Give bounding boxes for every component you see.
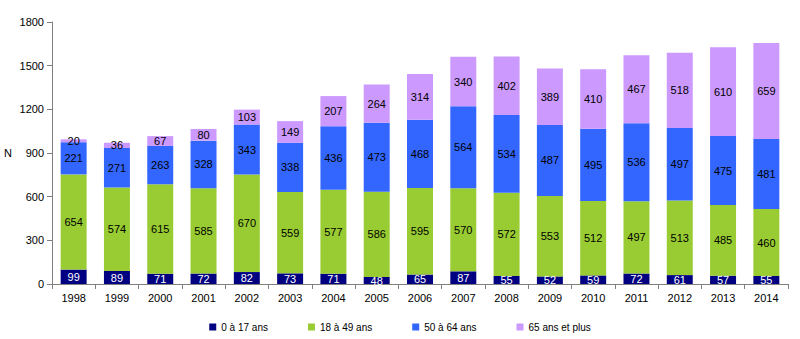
svg-text:72: 72 xyxy=(197,273,209,285)
svg-text:467: 467 xyxy=(627,83,645,95)
svg-text:389: 389 xyxy=(541,91,559,103)
svg-text:207: 207 xyxy=(324,105,342,117)
svg-text:586: 586 xyxy=(368,228,386,240)
svg-text:536: 536 xyxy=(627,156,645,168)
svg-text:65: 65 xyxy=(414,273,426,285)
svg-text:N: N xyxy=(4,147,12,159)
svg-text:2005: 2005 xyxy=(364,292,388,304)
svg-text:534: 534 xyxy=(497,148,515,160)
svg-text:410: 410 xyxy=(584,93,602,105)
svg-text:654: 654 xyxy=(64,216,82,228)
svg-text:149: 149 xyxy=(281,126,299,138)
svg-text:0: 0 xyxy=(38,278,44,290)
svg-text:2000: 2000 xyxy=(148,292,172,304)
svg-text:99: 99 xyxy=(68,271,80,283)
svg-text:314: 314 xyxy=(411,91,429,103)
svg-text:1800: 1800 xyxy=(20,16,44,28)
svg-text:73: 73 xyxy=(284,273,296,285)
svg-text:2008: 2008 xyxy=(494,292,518,304)
svg-text:80: 80 xyxy=(197,129,209,141)
svg-text:55: 55 xyxy=(760,274,772,286)
svg-text:577: 577 xyxy=(324,226,342,238)
svg-text:87: 87 xyxy=(457,272,469,284)
svg-text:595: 595 xyxy=(411,225,429,237)
svg-text:71: 71 xyxy=(327,273,339,285)
svg-text:59: 59 xyxy=(587,274,599,286)
svg-text:615: 615 xyxy=(151,223,169,235)
svg-text:473: 473 xyxy=(368,151,386,163)
svg-text:52: 52 xyxy=(544,274,556,286)
svg-text:497: 497 xyxy=(627,231,645,243)
svg-text:436: 436 xyxy=(324,152,342,164)
svg-text:71: 71 xyxy=(154,273,166,285)
svg-text:570: 570 xyxy=(454,224,472,236)
svg-text:2012: 2012 xyxy=(668,292,692,304)
svg-text:18 à 49 ans: 18 à 49 ans xyxy=(320,322,372,333)
svg-text:338: 338 xyxy=(281,161,299,173)
svg-text:65 ans et plus: 65 ans et plus xyxy=(528,322,590,333)
svg-text:1200: 1200 xyxy=(20,103,44,115)
svg-text:2011: 2011 xyxy=(625,292,649,304)
svg-text:475: 475 xyxy=(714,165,732,177)
svg-text:2013: 2013 xyxy=(711,292,735,304)
svg-text:485: 485 xyxy=(714,234,732,246)
svg-text:61: 61 xyxy=(674,274,686,286)
svg-text:564: 564 xyxy=(454,141,472,153)
svg-text:553: 553 xyxy=(541,230,559,242)
svg-text:2010: 2010 xyxy=(581,292,605,304)
svg-text:55: 55 xyxy=(500,274,512,286)
svg-text:89: 89 xyxy=(111,272,123,284)
svg-text:36: 36 xyxy=(111,139,123,151)
svg-text:57: 57 xyxy=(717,274,729,286)
svg-text:264: 264 xyxy=(368,98,386,110)
svg-text:2004: 2004 xyxy=(321,292,345,304)
svg-text:513: 513 xyxy=(671,232,689,244)
svg-text:2007: 2007 xyxy=(451,292,475,304)
svg-text:271: 271 xyxy=(108,162,126,174)
svg-text:328: 328 xyxy=(194,158,212,170)
svg-text:574: 574 xyxy=(108,223,126,235)
svg-text:460: 460 xyxy=(757,237,775,249)
svg-text:2003: 2003 xyxy=(278,292,302,304)
svg-text:487: 487 xyxy=(541,154,559,166)
svg-text:50 à 64 ans: 50 à 64 ans xyxy=(424,322,476,333)
svg-text:48: 48 xyxy=(371,275,383,287)
svg-text:0 à 17 ans: 0 à 17 ans xyxy=(221,322,268,333)
svg-text:343: 343 xyxy=(238,144,256,156)
svg-text:1998: 1998 xyxy=(61,292,85,304)
svg-text:497: 497 xyxy=(671,158,689,170)
svg-text:300: 300 xyxy=(26,234,44,246)
svg-text:468: 468 xyxy=(411,148,429,160)
svg-text:659: 659 xyxy=(757,85,775,97)
svg-text:340: 340 xyxy=(454,76,472,88)
svg-text:2001: 2001 xyxy=(191,292,215,304)
svg-text:1999: 1999 xyxy=(105,292,129,304)
svg-text:221: 221 xyxy=(64,152,82,164)
svg-text:600: 600 xyxy=(26,191,44,203)
svg-text:900: 900 xyxy=(26,147,44,159)
svg-text:20: 20 xyxy=(68,135,80,147)
svg-text:1500: 1500 xyxy=(20,60,44,72)
svg-text:2009: 2009 xyxy=(538,292,562,304)
svg-text:585: 585 xyxy=(194,225,212,237)
svg-text:670: 670 xyxy=(238,217,256,229)
svg-text:495: 495 xyxy=(584,159,602,171)
svg-text:72: 72 xyxy=(630,273,642,285)
svg-text:263: 263 xyxy=(151,159,169,171)
svg-text:572: 572 xyxy=(497,228,515,240)
svg-text:559: 559 xyxy=(281,227,299,239)
svg-text:2002: 2002 xyxy=(235,292,259,304)
svg-text:82: 82 xyxy=(241,272,253,284)
svg-text:2014: 2014 xyxy=(754,292,778,304)
svg-text:2006: 2006 xyxy=(408,292,432,304)
svg-text:402: 402 xyxy=(497,80,515,92)
svg-text:610: 610 xyxy=(714,86,732,98)
svg-text:67: 67 xyxy=(154,135,166,147)
svg-text:103: 103 xyxy=(238,111,256,123)
svg-text:481: 481 xyxy=(757,168,775,180)
svg-text:518: 518 xyxy=(671,84,689,96)
svg-text:512: 512 xyxy=(584,232,602,244)
